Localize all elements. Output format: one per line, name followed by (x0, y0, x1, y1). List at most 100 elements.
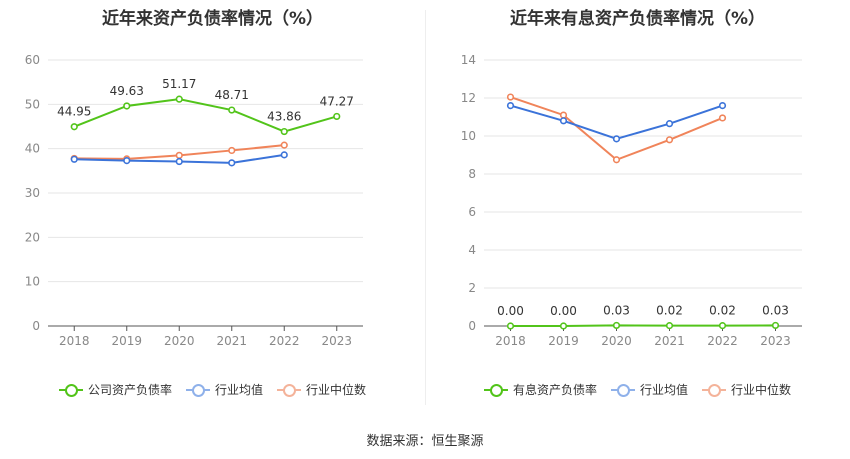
data-point[interactable] (70, 123, 78, 131)
data-point[interactable] (506, 322, 515, 330)
legend-line-marker-icon (277, 383, 301, 397)
data-point[interactable] (175, 157, 183, 166)
interest-debt-ratio-chart: 0 2 4 6 8 10 12 14 2018 2019 2020 2021 2022 2023 0.00 0… (461, 53, 802, 348)
data-point[interactable] (665, 322, 674, 330)
y-tick-label: 30 (25, 186, 40, 200)
data-point[interactable] (718, 114, 727, 122)
x-tick-label: 2022 (707, 334, 738, 348)
x-tick-label: 2019 (111, 334, 142, 348)
y-tick-label: 2 (468, 281, 476, 295)
data-point[interactable] (612, 321, 621, 330)
y-tick-label: 10 (461, 129, 476, 143)
chart-title-right: 近年来有息资产负债率情况（%） (509, 9, 766, 29)
data-point[interactable] (123, 102, 131, 110)
legend-item-industry-mean[interactable]: 行业均值 (185, 381, 263, 398)
legend-label: 行业中位数 (731, 383, 792, 397)
data-point[interactable] (612, 156, 621, 164)
x-tick-label: 2023 (321, 334, 352, 348)
data-point[interactable] (280, 151, 288, 159)
data-label: 48.71 (215, 88, 249, 102)
data-point[interactable] (123, 157, 131, 165)
data-label: 0.00 (550, 304, 577, 318)
legend-right: 有息资产负债率 行业均值 行业中位数 (425, 381, 850, 398)
data-label: 0.02 (709, 304, 736, 318)
data-point[interactable] (175, 151, 183, 159)
legend-line-marker-icon (483, 383, 508, 397)
legend-line-marker-icon (610, 383, 635, 397)
series-line (510, 96, 723, 161)
legend-item-industry-median[interactable]: 行业中位数 (702, 381, 791, 398)
panel-divider (425, 10, 426, 405)
x-tick-label: 2018 (495, 334, 526, 348)
data-point[interactable] (228, 106, 236, 114)
x-tick-label: 2020 (164, 334, 195, 348)
data-point[interactable] (70, 155, 78, 163)
chart-title-left: 近年来资产负债率情况（%） (101, 9, 324, 29)
legend-line-marker-icon (702, 383, 726, 397)
data-point[interactable] (175, 95, 183, 103)
data-point[interactable] (612, 135, 621, 143)
chart-panel-left: 近年来资产负债率情况（%） 0 10 20 30 40 50 60 2018 2019 2020 2… (0, 0, 425, 420)
x-tick-label: 2022 (269, 334, 300, 348)
data-label: 51.17 (162, 77, 196, 91)
legend-label: 有息资产负债率 (512, 383, 597, 397)
y-tick-label: 60 (25, 53, 40, 67)
x-tick-label: 2021 (216, 334, 247, 348)
data-label: 0.03 (603, 303, 630, 317)
x-tick-label: 2023 (760, 334, 791, 348)
x-tick-label: 2019 (548, 334, 579, 348)
legend-item-interest-bearing[interactable]: 有息资产负债率 (483, 381, 597, 398)
y-tick-label: 8 (468, 167, 476, 181)
series-line (73, 98, 338, 133)
data-point[interactable] (718, 322, 727, 330)
data-point[interactable] (665, 120, 674, 128)
data-label: 44.95 (57, 105, 91, 119)
y-tick-label: 10 (25, 275, 40, 289)
chart-panel-right: 近年来有息资产负债率情况（%） 0 2 4 6 8 10 12 14 2018 2019 2020 2… (425, 0, 850, 420)
series-line (510, 324, 776, 327)
data-point[interactable] (559, 117, 568, 125)
series-line (510, 104, 723, 140)
debt-ratio-chart: 0 10 20 30 40 50 60 2018 2019 2020 2021 2022 2023 44.… (25, 53, 363, 348)
legend-item-industry-median[interactable]: 行业中位数 (277, 381, 366, 398)
data-point[interactable] (228, 159, 236, 167)
y-tick-label: 0 (32, 319, 40, 333)
legend-left: 公司资产负债率 行业均值 行业中位数 (0, 381, 425, 398)
data-source: 数据来源：恒生聚源 (366, 434, 484, 449)
y-tick-label: 50 (25, 97, 40, 111)
data-point[interactable] (771, 321, 780, 330)
data-label: 49.63 (110, 84, 144, 98)
data-point[interactable] (280, 141, 288, 149)
legend-label: 公司资产负债率 (87, 383, 172, 397)
data-point[interactable] (718, 101, 727, 110)
data-label: 0.03 (762, 303, 789, 317)
y-tick-label: 20 (25, 230, 40, 244)
data-label: 47.27 (320, 94, 354, 108)
x-tick-label: 2020 (601, 334, 632, 348)
data-point[interactable] (559, 111, 568, 119)
data-point[interactable] (665, 136, 674, 144)
legend-item-industry-mean[interactable]: 行业均值 (610, 381, 688, 398)
legend-line-marker-icon (58, 383, 83, 397)
legend-label: 行业均值 (639, 383, 688, 397)
y-tick-label: 14 (461, 53, 476, 67)
x-tick-label: 2018 (59, 334, 90, 348)
data-point[interactable] (228, 146, 236, 155)
data-label: 0.00 (497, 304, 524, 318)
y-tick-label: 40 (25, 142, 40, 156)
data-point[interactable] (506, 101, 515, 110)
y-tick-label: 0 (468, 319, 476, 333)
data-point[interactable] (506, 93, 515, 101)
y-tick-label: 4 (468, 243, 476, 257)
data-point[interactable] (333, 112, 341, 121)
data-point[interactable] (280, 127, 288, 136)
legend-line-marker-icon (185, 383, 210, 397)
y-tick-label: 12 (461, 91, 476, 105)
legend-label: 行业均值 (214, 383, 263, 397)
legend-item-company[interactable]: 公司资产负债率 (58, 381, 172, 398)
data-point[interactable] (559, 322, 568, 330)
data-label: 43.86 (267, 110, 301, 124)
x-tick-label: 2021 (654, 334, 685, 348)
data-label: 0.02 (656, 304, 683, 318)
y-tick-label: 6 (468, 205, 476, 219)
